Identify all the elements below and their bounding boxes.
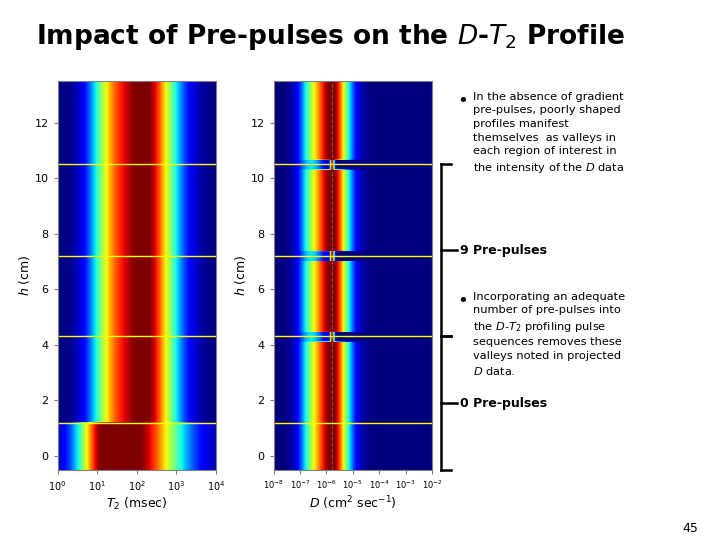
X-axis label: $T_2$ (msec): $T_2$ (msec) xyxy=(106,495,168,511)
Text: In the absence of gradient
pre-pulses, poorly shaped
profiles manifest
themselve: In the absence of gradient pre-pulses, p… xyxy=(473,92,624,175)
Text: Impact of Pre-pulses on the $D$-$T_2$ Profile: Impact of Pre-pulses on the $D$-$T_2$ Pr… xyxy=(36,22,625,52)
Text: •: • xyxy=(457,92,468,110)
Text: Incorporating an adequate
number of pre-pulses into
the $D$-$T_2$ profiling puls: Incorporating an adequate number of pre-… xyxy=(473,292,625,377)
Text: 45: 45 xyxy=(683,522,698,535)
Text: 9 Pre-pulses: 9 Pre-pulses xyxy=(460,244,547,257)
Y-axis label: $h$ (cm): $h$ (cm) xyxy=(233,254,248,296)
Text: 0 Pre-pulses: 0 Pre-pulses xyxy=(460,397,547,410)
X-axis label: $D$ (cm$^2$ sec$^{-1}$): $D$ (cm$^2$ sec$^{-1}$) xyxy=(309,494,397,511)
Text: •: • xyxy=(457,292,468,309)
Y-axis label: $h$ (cm): $h$ (cm) xyxy=(17,254,32,296)
